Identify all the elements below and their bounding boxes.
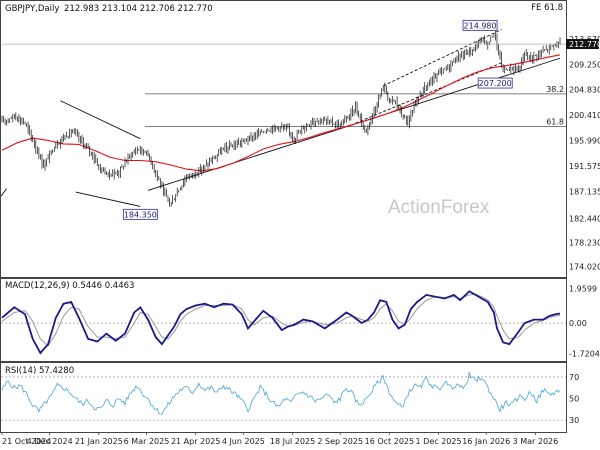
x-tick-label: 1 Dec 2025 xyxy=(416,437,462,446)
fib-level-label: 38.2 xyxy=(546,85,564,94)
x-tick-label: 16 Oct 2025 xyxy=(365,437,414,446)
price-annotation-box xyxy=(477,77,513,89)
trendline-left-edge xyxy=(0,188,7,197)
price-y-tick-label: 200.410 xyxy=(569,111,600,120)
price-y-tick-label: 187.135 xyxy=(569,187,600,196)
rsi-title: RSI(14) 57.4280 xyxy=(5,366,74,376)
rsi-line xyxy=(1,372,561,415)
x-tick-label: 18 Jul 2025 xyxy=(270,437,315,446)
macd-y-tick-label: 0.00 xyxy=(569,319,587,328)
trendline-channel-lower xyxy=(75,191,141,207)
price-annotation-box xyxy=(462,19,498,31)
fib-level-label: 61.8 xyxy=(546,118,564,127)
watermark: ActionForex xyxy=(388,197,490,218)
last-price-label: 212.770 xyxy=(569,40,600,49)
moving-average-line xyxy=(1,54,561,172)
price-bars xyxy=(1,30,561,207)
x-tick-label: 4 Jun 2025 xyxy=(222,437,265,446)
macd-line xyxy=(1,290,561,355)
x-tick-label: 3 Mar 2026 xyxy=(513,437,559,446)
last-price-tag xyxy=(566,39,599,50)
trendline-rising-channel-upper xyxy=(383,29,502,87)
x-tick-label: 16 Jan 2026 xyxy=(462,437,510,446)
price-annotation-box xyxy=(122,208,158,220)
x-tick-label: 2 Sep 2025 xyxy=(317,437,363,446)
header-fib-label: FE 61.8 xyxy=(531,3,563,13)
trendline-rising-channel-lower xyxy=(355,62,502,124)
macd-signal-line xyxy=(1,293,561,347)
rsi-y-tick-label: 30 xyxy=(569,416,579,425)
price-panel: 174.020 178.230 182.440 187.135 191.575 195.9… xyxy=(0,19,600,272)
price-annotation-label: 214.980 xyxy=(464,21,497,30)
price-panel-frame xyxy=(0,0,567,278)
header-symbol: GBPJPY,Daily xyxy=(5,4,59,14)
header-ohlc: 212.983 213.104 212.706 212.770 xyxy=(64,4,213,14)
price-y-tick-label: 209.250 xyxy=(569,60,600,69)
x-tick-label: 6 Mar 2025 xyxy=(124,437,170,446)
macd-y-tick-label: 1.9599 xyxy=(569,285,597,294)
price-y-tick-label: 195.990 xyxy=(569,137,600,146)
price-y-tick-label: 174.020 xyxy=(569,263,600,272)
price-y-tick-label: 182.440 xyxy=(569,214,600,223)
x-tick-label: 21 Oct 2024 xyxy=(2,437,51,446)
trendline-channel-upper xyxy=(60,100,141,140)
price-y-tick-label: 178.230 xyxy=(569,239,600,248)
macd-title: MACD(12,26,9) 0.5446 0.4463 xyxy=(5,281,134,291)
price-annotation-label: 207.200 xyxy=(479,79,512,88)
macd-panel: 1.9599 0.00 -1.7204 xyxy=(1,285,600,358)
price-annotation-label: 184.350 xyxy=(124,210,157,219)
rsi-panel-frame xyxy=(0,362,567,433)
price-y-tick-label: 191.575 xyxy=(569,162,600,171)
x-tick-label: 21 Apr 2025 xyxy=(171,437,220,446)
macd-panel-frame xyxy=(0,278,567,362)
rsi-y-tick-label: 70 xyxy=(569,373,579,382)
rsi-panel: 70 50 30 xyxy=(1,372,579,425)
x-tick-label: 4 Dec 2024 xyxy=(27,437,73,446)
price-y-tick-label: 204.830 xyxy=(569,86,600,95)
rsi-y-tick-label: 50 xyxy=(569,395,579,404)
x-tick-label: 21 Jan 2025 xyxy=(75,437,123,446)
macd-y-tick-label: -1.7204 xyxy=(569,349,600,358)
